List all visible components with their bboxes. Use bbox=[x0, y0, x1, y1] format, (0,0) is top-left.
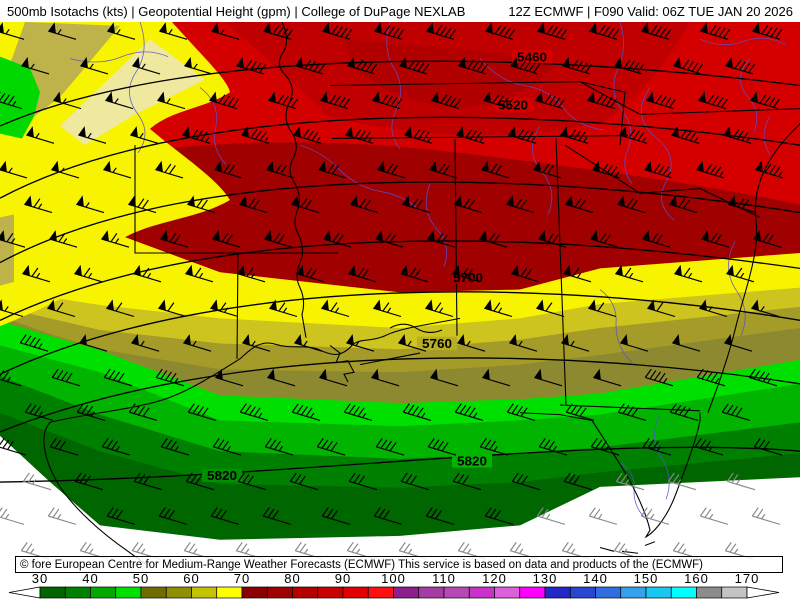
colorbar-tick: 70 bbox=[233, 571, 251, 586]
colorbar-tick: 60 bbox=[183, 571, 200, 586]
colorbar-segment bbox=[216, 586, 243, 599]
colorbar-tick: 150 bbox=[633, 571, 659, 586]
attribution-box: © fore European Centre for Medium-Range … bbox=[15, 556, 783, 573]
wind-barbs bbox=[0, 22, 784, 560]
colorbar-segment bbox=[494, 586, 521, 599]
colorbar-tick-labels: 30 40 50 60 70 80 90 100 110 120 130 140 150 160 170 bbox=[0, 571, 800, 586]
colorbar-right-arrow bbox=[746, 586, 780, 599]
colorbar-tick: 160 bbox=[684, 571, 709, 586]
colorbar-left-arrow bbox=[8, 586, 41, 599]
colorbar-tick: 30 bbox=[31, 571, 49, 586]
colorbar-tick: 130 bbox=[532, 571, 558, 586]
colorbar-tick: 100 bbox=[381, 571, 406, 586]
colorbar-segment bbox=[140, 586, 167, 599]
colorbar-segment bbox=[266, 586, 293, 599]
colorbar-segment bbox=[418, 586, 445, 599]
colorbar-segment bbox=[241, 586, 268, 599]
contour-label: 5760 bbox=[422, 336, 452, 351]
colorbar-segment bbox=[519, 586, 546, 599]
contour-label: 5820 bbox=[457, 454, 487, 469]
contour-label-halo bbox=[202, 468, 242, 483]
contour-label: 5460 bbox=[517, 50, 547, 65]
colorbar-tick: 50 bbox=[132, 571, 150, 586]
contour-label-halo bbox=[493, 98, 533, 112]
colorbar-segment bbox=[367, 586, 394, 599]
colorbar-segment bbox=[569, 586, 596, 599]
title-left: 500mb Isotachs (kts) | Geopotential Heig… bbox=[7, 3, 466, 19]
colorbar-segment bbox=[468, 586, 495, 599]
colorbar-segment bbox=[544, 586, 571, 599]
contour-label-halo bbox=[512, 49, 552, 64]
colorbar-segment bbox=[645, 586, 672, 599]
map-area: 5460 5520 5700 5760 5820 5820 bbox=[0, 21, 800, 586]
colorbar-tick: 90 bbox=[334, 571, 352, 586]
colorbar-segment bbox=[595, 586, 622, 599]
colorbar-segment bbox=[317, 586, 344, 599]
colorbar-tick: 170 bbox=[734, 571, 760, 586]
colorbar-segment bbox=[39, 586, 66, 599]
colorbar-segment bbox=[90, 586, 117, 599]
colorbar-segment bbox=[165, 586, 192, 599]
colorbar-tick: 40 bbox=[82, 571, 99, 586]
colorbar-segment bbox=[670, 586, 697, 599]
colorbar-tick: 120 bbox=[482, 571, 507, 586]
colorbar-segment bbox=[342, 586, 369, 599]
state-borders bbox=[134, 21, 800, 412]
contour-label: 5820 bbox=[207, 468, 237, 483]
colorbar-segment bbox=[115, 586, 142, 599]
colorbar-segment bbox=[443, 586, 470, 599]
colorbar-segment bbox=[393, 586, 420, 599]
colorbar-segment bbox=[64, 586, 91, 599]
colorbar bbox=[8, 586, 780, 599]
title-right: 12Z ECMWF | F090 Valid: 06Z TUE JAN 20 2… bbox=[508, 3, 793, 19]
colorbar-tick: 140 bbox=[583, 571, 608, 586]
isotach-fill-regions bbox=[0, 22, 800, 586]
colorbar-tick: 110 bbox=[432, 571, 456, 586]
contour-label-halo bbox=[417, 336, 457, 351]
colorbar-segment bbox=[292, 586, 319, 599]
contour-label-halo bbox=[452, 454, 492, 468]
colorbar-segment bbox=[696, 586, 723, 599]
attribution-text: © fore European Centre for Medium-Range … bbox=[20, 559, 703, 571]
colorbar-segment bbox=[620, 586, 647, 599]
contour-label: 5700 bbox=[453, 270, 483, 285]
colorbar-tick: 80 bbox=[284, 571, 301, 586]
title-bar: 500mb Isotachs (kts) | Geopotential Heig… bbox=[0, 0, 800, 22]
colorbar-segment bbox=[721, 586, 748, 599]
colorbar-segment bbox=[191, 586, 218, 599]
height-contours bbox=[0, 60, 800, 483]
